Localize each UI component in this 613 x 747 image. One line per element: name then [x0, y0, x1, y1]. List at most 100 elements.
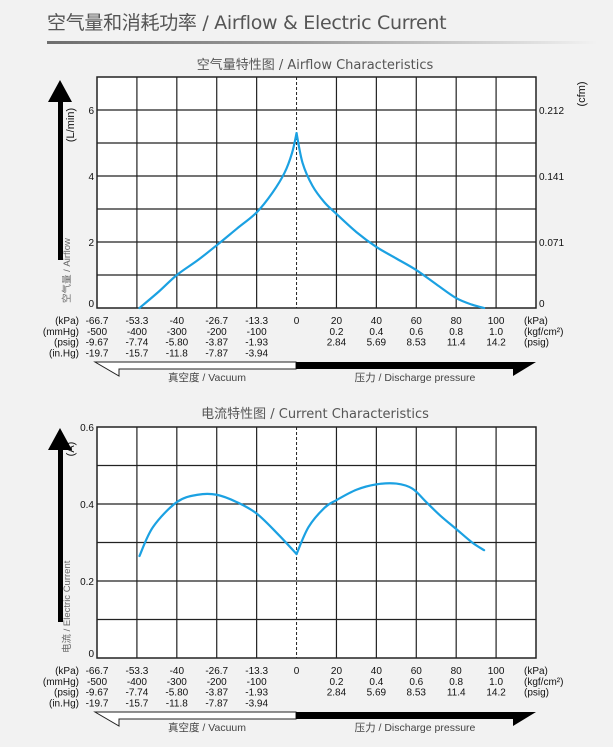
pressure-label: 压力 / Discharge pressure	[355, 721, 476, 734]
x-right-unit-label: (psig)	[524, 688, 549, 699]
chart-title: 空气量特性图 / Airflow Characteristics	[197, 57, 434, 73]
x-tick-label: 2.84	[327, 688, 347, 699]
x-tick-label: -13.3	[245, 316, 268, 327]
y-tick-label: 0	[88, 649, 94, 660]
y2-tick-label: 0	[539, 299, 545, 310]
x-tick-label: 0	[294, 316, 300, 327]
y-tick-label: 2	[88, 238, 94, 249]
x-tick-label: 5.69	[367, 338, 387, 349]
x-tick-label: -19.7	[86, 348, 109, 359]
x-tick-label: 60	[411, 666, 423, 677]
x-unit-label: (psig)	[54, 688, 79, 699]
x-tick-label: -3.94	[245, 698, 268, 709]
data-curve-pressure	[295, 132, 486, 310]
x-tick-label: -500	[87, 327, 107, 338]
x-tick-label: 8.53	[407, 688, 427, 699]
x-tick-label: 0.4	[369, 327, 383, 338]
y-tick-label: 4	[88, 172, 94, 183]
x-right-unit-label: (kPa)	[524, 316, 548, 327]
x-tick-label: -53.3	[126, 666, 149, 677]
x-tick-label: -5.80	[165, 338, 188, 349]
x-tick-label: -15.7	[126, 348, 149, 359]
y-tick-label: 0.4	[80, 500, 94, 511]
up-arrow-icon	[48, 428, 72, 622]
x-tick-label: -15.7	[126, 698, 149, 709]
x-tick-label: -7.87	[205, 698, 228, 709]
x-tick-label: -19.7	[86, 698, 109, 709]
x-tick-label: -66.7	[86, 316, 109, 327]
data-curve-pressure	[295, 482, 486, 556]
x-tick-label: -200	[207, 327, 227, 338]
x-tick-label: 0	[294, 666, 300, 677]
x-tick-label: 0.2	[330, 677, 344, 688]
chart-title: 电流特性图 / Current Characteristics	[201, 407, 429, 422]
x-tick-label: -26.7	[205, 316, 228, 327]
x-tick-label: -7.74	[126, 338, 149, 349]
x-tick-label: 8.53	[407, 338, 427, 349]
x-tick-label: -3.87	[205, 338, 228, 349]
x-unit-label: (kPa)	[55, 316, 79, 327]
pressure-arrow-icon	[296, 712, 536, 726]
pressure-label: 压力 / Discharge pressure	[355, 371, 476, 384]
x-tick-label: 0.6	[409, 327, 423, 338]
x-tick-label: -1.93	[245, 688, 268, 699]
x-tick-label: -200	[207, 677, 227, 688]
x-tick-label: -11.8	[166, 698, 188, 709]
vacuum-arrow-icon	[93, 361, 297, 377]
x-tick-label: -5.80	[165, 688, 188, 699]
x-right-unit-label: (kgf/cm²)	[524, 327, 563, 338]
data-curve-vacuum	[138, 492, 298, 558]
title-underline	[47, 41, 598, 44]
x-tick-label: 100	[488, 666, 505, 677]
x-tick-label: -400	[127, 677, 147, 688]
plot-border	[96, 426, 537, 659]
x-tick-label: -40	[170, 316, 185, 327]
y-axis-name-label: 电流 / Electric Current	[61, 560, 73, 653]
x-unit-label: (kPa)	[55, 666, 79, 677]
x-tick-label: 0.2	[330, 327, 344, 338]
x-tick-label: -9.67	[86, 338, 109, 349]
plot-border	[96, 76, 537, 309]
x-unit-label: (in.Hg)	[49, 348, 79, 359]
x-tick-label: 0.4	[369, 677, 383, 688]
vacuum-label: 真空度 / Vacuum	[168, 371, 246, 384]
x-tick-label: -300	[167, 677, 187, 688]
x-tick-label: -7.87	[205, 348, 228, 359]
x-tick-label: -66.7	[86, 666, 109, 677]
x-tick-label: 0.8	[449, 327, 463, 338]
x-tick-label: 80	[451, 666, 463, 677]
x-unit-label: (mmHg)	[43, 677, 79, 688]
x-tick-label: -1.93	[245, 338, 268, 349]
x-tick-label: 100	[488, 316, 505, 327]
x-tick-label: -11.8	[166, 348, 188, 359]
x-tick-label: -13.3	[245, 666, 268, 677]
x-right-unit-label: (psig)	[524, 338, 549, 349]
x-tick-label: -100	[247, 677, 267, 688]
y-axis-unit-label: (L/min)	[65, 108, 77, 142]
y2-axis-unit-label: (cfm)	[576, 81, 588, 106]
x-tick-label: 11.4	[447, 338, 466, 349]
x-tick-label: 1.0	[489, 677, 503, 688]
x-tick-label: -53.3	[126, 316, 149, 327]
x-right-unit-label: (kgf/cm²)	[524, 677, 563, 688]
x-tick-label: 1.0	[489, 327, 503, 338]
x-tick-label: 40	[371, 316, 383, 327]
x-right-unit-label: (kPa)	[524, 666, 548, 677]
x-tick-label: -7.74	[126, 688, 149, 699]
x-unit-label: (in.Hg)	[49, 698, 79, 709]
x-tick-label: 20	[331, 316, 343, 327]
x-tick-label: 20	[331, 666, 343, 677]
x-tick-label: -40	[170, 666, 185, 677]
vacuum-arrow-icon	[93, 711, 297, 727]
x-tick-label: 80	[451, 316, 463, 327]
y-tick-label: 6	[88, 106, 94, 117]
x-tick-label: -400	[127, 327, 147, 338]
y-tick-label: 0.6	[80, 423, 94, 434]
y2-tick-label: 0.071	[539, 238, 564, 249]
x-tick-label: -500	[87, 677, 107, 688]
pressure-arrow-icon	[296, 362, 536, 376]
x-tick-label: 0.6	[409, 677, 423, 688]
y-tick-label: 0	[88, 299, 94, 310]
